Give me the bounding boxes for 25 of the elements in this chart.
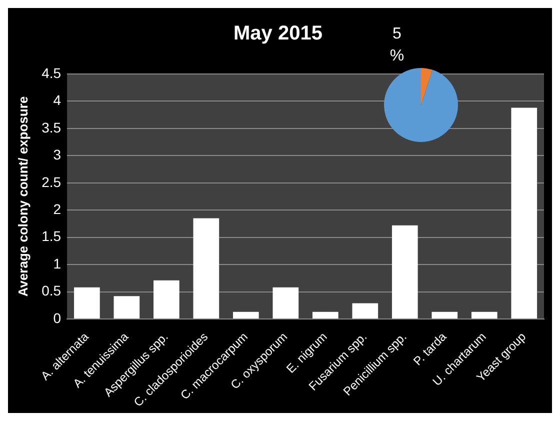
y-tick-label: 1.5 — [42, 228, 62, 244]
y-tick-label: 1 — [53, 255, 62, 272]
y-tick-label: 2.5 — [42, 174, 62, 190]
y-tick-label: 4 — [53, 92, 62, 108]
bar — [74, 287, 100, 319]
bar — [272, 287, 299, 319]
y-tick-label: 3 — [53, 146, 62, 163]
y-axis-title: Average colony count/ exposure — [15, 96, 30, 297]
bar — [471, 312, 498, 319]
bar — [392, 225, 418, 319]
bar — [232, 312, 259, 319]
bar — [193, 218, 220, 319]
bar — [432, 312, 458, 319]
bar — [154, 280, 180, 319]
data-label: 5 % — [390, 25, 404, 64]
y-tick-label: 0 — [53, 310, 62, 326]
y-tick-label: 4.5 — [42, 64, 62, 81]
bar — [352, 303, 378, 319]
y-tick-label: 2 — [53, 200, 62, 217]
bar — [114, 296, 140, 319]
chart-title: May 2015 — [234, 22, 322, 45]
y-tick-label: 3.5 — [42, 119, 62, 136]
bar — [312, 312, 338, 319]
bar — [511, 108, 538, 319]
y-tick-label: 0.5 — [42, 282, 62, 299]
